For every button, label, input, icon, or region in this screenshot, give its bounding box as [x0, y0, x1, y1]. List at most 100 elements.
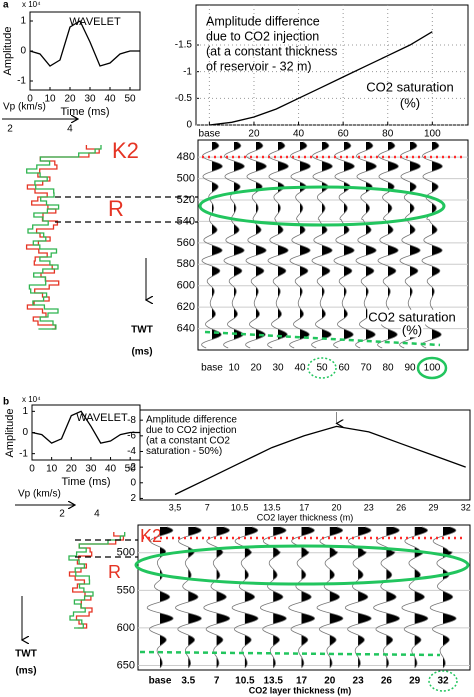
y-tick-label: 620	[177, 301, 195, 313]
panel-label: a	[3, 0, 9, 11]
annotation: Amplitude difference	[206, 14, 320, 28]
x-tick-label: 80	[382, 363, 394, 374]
data-line	[31, 410, 140, 444]
y-tick-label: 560	[177, 237, 195, 249]
annotation: due to CO2 injection	[146, 425, 237, 436]
trace	[316, 526, 344, 669]
y-axis-label: (ms)	[15, 666, 36, 677]
y-tick-label: 640	[177, 322, 195, 334]
x-tick-label: 23	[353, 676, 365, 687]
x-tick-label: 13.5	[263, 676, 283, 687]
trace	[231, 526, 259, 669]
y-tick-label: 2	[130, 493, 136, 504]
trace	[344, 526, 372, 669]
x-tick-label: 20	[64, 94, 76, 105]
y-tick-label: -0.5	[175, 93, 193, 104]
trace-fill	[188, 527, 202, 668]
velocity-log	[26, 145, 102, 330]
label-highlight	[428, 670, 458, 692]
x-tick-label: 4	[67, 124, 73, 135]
x-tick-label: 30	[84, 94, 96, 105]
x-tick-label: 10.5	[235, 676, 255, 687]
y-tick-label: 0	[130, 477, 136, 488]
x-axis-label: Vp (km/s)	[18, 489, 61, 500]
x-tick-label: 30	[272, 363, 284, 374]
trace-fill	[300, 142, 311, 348]
x-tick-label: 23	[364, 502, 374, 512]
y-tick-label: 650	[117, 659, 135, 671]
annotation-bg	[400, 322, 424, 338]
y-tick-label: 0	[22, 427, 28, 438]
scale-label: x 10⁴	[22, 0, 41, 9]
x-axis-label: Vp (km/s)	[3, 102, 46, 113]
y-tick-label: 480	[177, 151, 195, 163]
data-line	[174, 425, 466, 496]
trace-fill	[366, 142, 377, 348]
velocity-log	[68, 532, 126, 629]
horizon-label: R	[108, 562, 121, 582]
trace-fill	[344, 142, 355, 348]
x-tick-label: 26	[396, 502, 406, 512]
trace	[203, 526, 231, 669]
chart-title: WAVELET	[69, 16, 121, 28]
trace-fill	[410, 142, 421, 348]
x-tick-label: 17	[299, 502, 309, 512]
x-tick-label: 10	[228, 363, 240, 374]
trace-fill	[256, 142, 267, 348]
x-tick-label: 20	[66, 464, 78, 475]
x-tick-label: 10	[44, 94, 56, 105]
x-tick-label: 3.5	[181, 676, 195, 687]
x-tick-label: 60	[338, 129, 350, 140]
y-tick-label: 550	[117, 584, 135, 596]
trace-fill	[216, 527, 230, 668]
x-axis-label: CO2 saturation	[366, 79, 453, 94]
y-tick-label: 540	[177, 215, 195, 227]
x-tick-label: 29	[428, 502, 438, 512]
x-tick-label: base	[201, 363, 223, 374]
y-tick-label: -1	[17, 76, 26, 87]
x-tick-label: 7	[205, 502, 210, 512]
y-tick-label: 520	[177, 194, 195, 206]
trace	[201, 141, 223, 349]
x-tick-label: 80	[382, 129, 394, 140]
annotation: (at a constant CO2	[146, 436, 230, 447]
y-tick-label: -4	[127, 446, 136, 457]
trace-fill	[244, 527, 258, 668]
label-highlight	[416, 356, 448, 380]
trace	[429, 526, 457, 669]
plot-frame	[197, 139, 469, 351]
x-tick-label: 20	[248, 129, 260, 140]
scale-label: x 10⁴	[22, 395, 41, 404]
trace	[311, 141, 333, 349]
trace-fill	[160, 527, 174, 668]
trace	[146, 526, 174, 669]
x-tick-label: 40	[105, 464, 117, 475]
annotation: (%)	[402, 322, 422, 337]
y-tick-label: 1	[22, 406, 28, 417]
reservoir-highlight	[198, 185, 446, 227]
y-tick-label: 0	[20, 46, 26, 57]
x-tick-label: 0	[27, 94, 33, 105]
x-tick-label: 20	[331, 502, 341, 512]
x-tick-label: 100	[424, 363, 441, 374]
y-tick-label: -1	[183, 66, 192, 77]
y-tick-label: 580	[177, 258, 195, 270]
horizon-label: K2	[112, 138, 139, 163]
x-tick-label: 40	[104, 94, 116, 105]
data-line	[29, 20, 140, 67]
x-tick-label: 20	[324, 676, 336, 687]
trace-fill	[443, 527, 457, 668]
trace	[259, 526, 287, 669]
reservoir-highlight	[134, 544, 470, 586]
data-line	[209, 31, 433, 126]
x-axis-label: Time (ms)	[61, 476, 110, 488]
x-axis-label: Time (ms)	[60, 106, 109, 118]
annotation: Amplitude difference	[146, 415, 237, 426]
annotation: CO2 saturation	[368, 309, 455, 324]
trace-fill	[329, 527, 343, 668]
trace	[245, 141, 267, 349]
x-tick-label: 32	[437, 676, 449, 687]
x-tick-label: 100	[424, 129, 441, 140]
x-tick-label: 2	[7, 124, 13, 135]
